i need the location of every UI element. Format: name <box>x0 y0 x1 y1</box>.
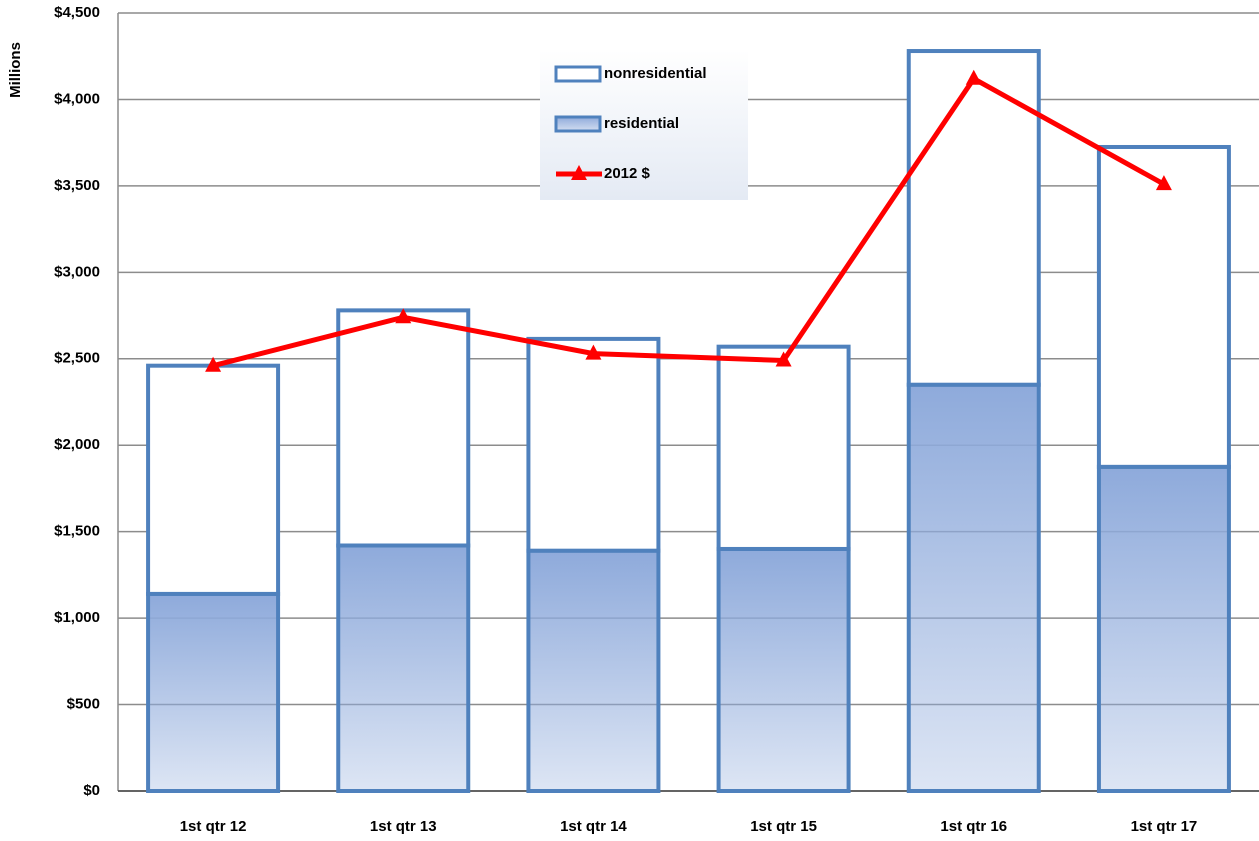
y-tick-label: $3,500 <box>54 177 100 194</box>
bar <box>716 344 851 551</box>
y-tick-label: $2,500 <box>54 350 100 367</box>
bar <box>336 543 471 794</box>
legend-swatch <box>554 115 602 133</box>
bar <box>1096 144 1231 469</box>
bar <box>906 382 1041 793</box>
legend-label: 2012 $ <box>604 165 651 182</box>
y-tick-label: $1,500 <box>54 523 100 540</box>
y-tick-label: $4,000 <box>54 90 100 107</box>
bar <box>716 546 851 794</box>
y-axis-label: Millions <box>7 42 24 98</box>
y-tick-label: $500 <box>67 696 100 713</box>
y-tick-label: $3,000 <box>54 263 100 280</box>
legend-swatch <box>554 65 602 83</box>
y-tick-label: $2,000 <box>54 436 100 453</box>
line-marker <box>205 356 222 372</box>
line-marker <box>775 351 792 367</box>
x-tick-label: 1st qtr 16 <box>940 818 1007 835</box>
legend-label: nonresidential <box>604 65 707 82</box>
bar <box>906 49 1041 387</box>
line <box>212 75 1166 369</box>
bar <box>146 363 281 596</box>
line-marker <box>571 165 587 180</box>
y-tick-label: $1,000 <box>54 609 100 626</box>
line-marker <box>585 344 602 360</box>
legend-label: residential <box>604 115 679 132</box>
line-marker <box>1155 175 1172 191</box>
y-tick-label: $0 <box>83 782 100 799</box>
x-tick-label: 1st qtr 12 <box>180 818 247 835</box>
bar <box>336 308 471 548</box>
line-marker <box>965 69 982 85</box>
x-tick-label: 1st qtr 17 <box>1131 818 1198 835</box>
bar <box>1096 464 1231 793</box>
bar <box>526 548 661 793</box>
bar <box>146 591 281 794</box>
line-marker <box>395 308 412 324</box>
x-tick-label: 1st qtr 14 <box>560 818 627 835</box>
y-tick-label: $4,500 <box>54 4 100 21</box>
x-tick-label: 1st qtr 15 <box>750 818 817 835</box>
bar <box>526 336 661 553</box>
x-tick-label: 1st qtr 13 <box>370 818 437 835</box>
